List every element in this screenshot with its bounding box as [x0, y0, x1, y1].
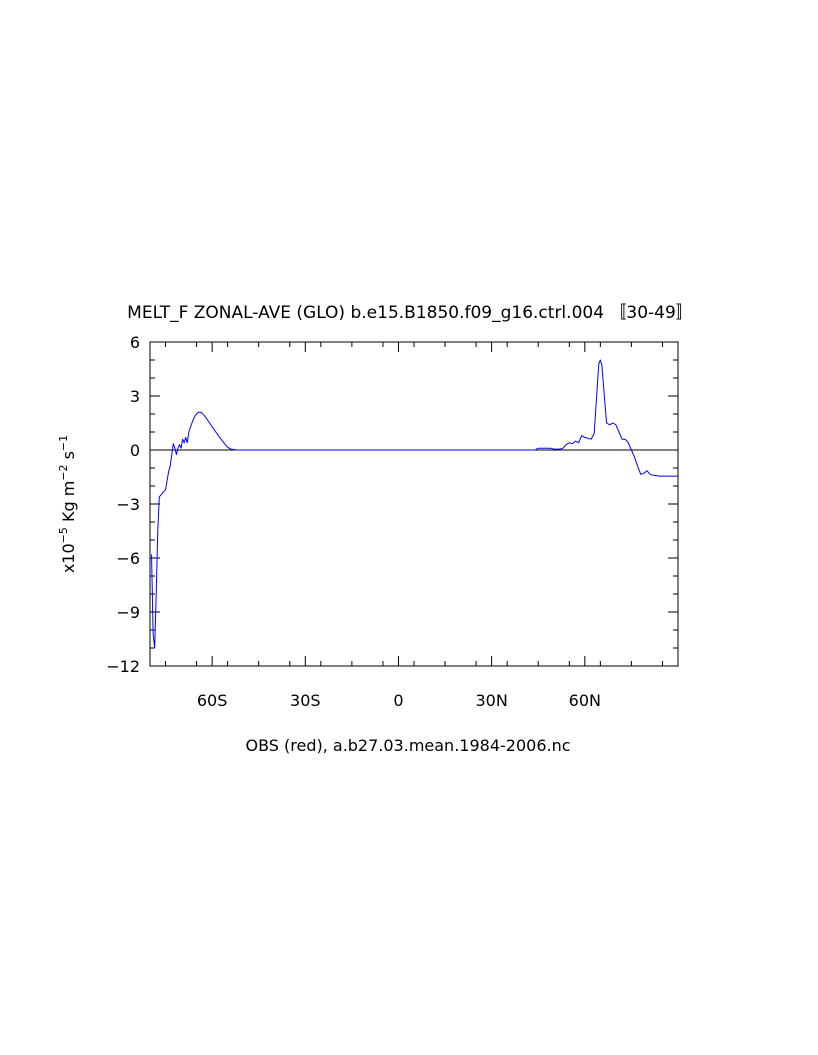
x-tick-label: 60N	[569, 691, 601, 710]
plot-area: 6 3 0 −3 −6 −9 −12 60S 30S 0 30N 60N	[106, 333, 679, 710]
y-tick-label: −12	[106, 657, 140, 676]
x-tick-label: 0	[393, 691, 403, 710]
y-axis-label-exp3: −1	[57, 435, 70, 451]
x-axis-label: OBS (red), a.b27.03.mean.1984-2006.nc	[245, 736, 570, 755]
y-tick-label: 0	[130, 441, 140, 460]
y-tick-label: 3	[130, 387, 140, 406]
y-axis-label-unit1: Kg m	[59, 481, 78, 527]
y-tick-label: −6	[116, 549, 140, 568]
y-tick-label: −3	[116, 495, 140, 514]
x-tick-label: 30S	[290, 691, 321, 710]
y-axis-label-exp: −5	[57, 527, 70, 543]
y-tick-label: 6	[130, 333, 140, 352]
y-axis-label: x10−5 Kg m−2 s−1	[57, 435, 78, 573]
y-axis-label-unit2: s	[59, 451, 78, 464]
plot-frame	[149, 341, 679, 667]
y-axis-label-exp2: −2	[57, 464, 70, 480]
chart-title: MELT_F ZONAL-AVE (GLO) b.e15.B1850.f09_g…	[127, 303, 693, 323]
svg-text:x10−5 Kg m−2 s−1: x10−5 Kg m−2 s−1	[57, 435, 78, 573]
x-tick-label: 30N	[475, 691, 507, 710]
x-tick-label: 60S	[197, 691, 228, 710]
y-axis-label-prefix: x10	[59, 543, 78, 573]
series-line	[151, 359, 678, 649]
y-tick-label: −9	[116, 603, 140, 622]
